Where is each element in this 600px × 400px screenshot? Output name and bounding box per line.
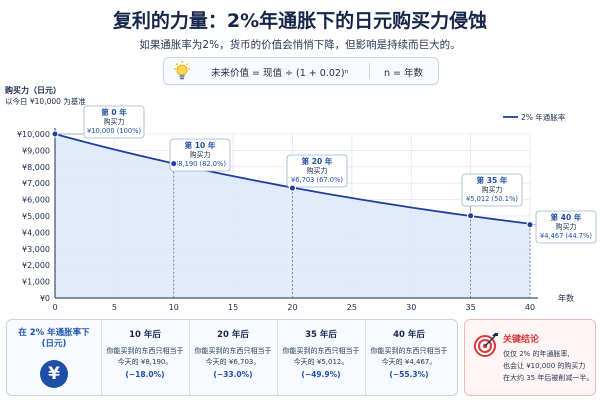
annotation-box	[286, 154, 348, 188]
summary-col-head: 20 年后	[217, 330, 249, 340]
annotation-head: 第 40 年	[551, 212, 582, 222]
x-tick-label: 15	[228, 303, 238, 312]
x-tick-label: 25	[347, 303, 357, 312]
summary-col: 20 年后你能买到的东西只相当于 今天的 ¥6,703。 (−33.0%)	[189, 320, 278, 395]
summary-col-pct: (−33.0%)	[213, 370, 253, 379]
x-tick-label: 0	[52, 303, 57, 312]
y-tick-label: ¥6,000	[22, 196, 50, 205]
summary-col: 10 年后你能买到的东西只相当于 今天的 ¥8,190。 (−18.0%)	[101, 320, 190, 395]
summary-col: 35 年后你能买到的东西只相当于 今天的 ¥5,012。 (−49.9%)	[277, 320, 366, 395]
annotation-head: 第 20 年	[302, 156, 333, 166]
yen-icon: ¥	[40, 360, 68, 388]
formula-text: 未来价值 = 现值 ÷ (1 + 0.02)ⁿ	[211, 68, 349, 79]
y-tick-label: ¥0	[40, 294, 50, 303]
annotation-label: 购买力	[104, 117, 125, 126]
conclusion-line-1: 仅仅 2% 的年通胀率,	[503, 350, 570, 358]
annotation-value: ¥10,000 (100%)	[87, 127, 142, 135]
annotation-label: 购买力	[556, 222, 577, 231]
y-tick-label: ¥9,000	[22, 146, 50, 155]
annotation-label: 购买力	[190, 150, 211, 159]
legend-label: 2% 年通胀率	[521, 112, 566, 122]
annotation-value: ¥4,467 (44.7%)	[540, 232, 592, 240]
summary-col-line-2: 今天的 ¥6,703。	[205, 358, 261, 366]
x-axis-label: 年数	[558, 293, 574, 303]
annotation-box	[83, 105, 145, 139]
summary-col-line-1: 你能买到的东西只相当于	[106, 347, 184, 355]
data-point	[51, 130, 59, 138]
data-point	[526, 221, 534, 229]
conclusion-line-2: 也会让 ¥10,000 的购买力	[503, 362, 586, 370]
x-tick-label: 10	[169, 303, 179, 312]
data-point	[170, 160, 178, 168]
summary-col-line-1: 你能买到的东西只相当于	[370, 347, 448, 355]
formula-n-label: n = 年数	[384, 68, 424, 79]
y-axis-label: 购买力（日元）	[5, 85, 61, 95]
summary-col-head: 35 年后	[305, 330, 337, 340]
y-tick-label: ¥8,000	[22, 163, 50, 172]
summary-col: 40 年后你能买到的东西只相当于 今天的 ¥4,467。 (−55.3%)	[365, 320, 453, 395]
annotation-box	[461, 173, 523, 207]
summary-panel: 在 2% 年通胀率下 (日元) ¥ 10 年后 你能买到的东西只相当于 今天的 ¥8,…	[6, 319, 458, 396]
y-tick-label: ¥10,000	[17, 130, 50, 139]
annotation-head: 第 0 年	[101, 107, 127, 117]
annotation-head: 第 35 年	[477, 175, 508, 185]
data-point	[289, 184, 296, 192]
summary-col-head: 10 年后	[129, 330, 161, 340]
target-icon	[474, 333, 498, 357]
formula-divider	[369, 63, 370, 79]
summary-col-pct: (−49.9%)	[301, 370, 341, 379]
y-axis-sublabel: 以今日 ¥10,000 为基准	[5, 96, 86, 106]
summary-col-pct: (−18.0%)	[125, 370, 165, 379]
annotation-value: ¥6,703 (67.0%)	[291, 176, 343, 184]
page-subtitle: 如果通胀率为2%，货币的价值会悄悄下降，但影响是持续而巨大的。	[139, 39, 461, 51]
summary-col-line-1: 你能买到的东西只相当于	[194, 347, 272, 355]
x-tick-label: 30	[406, 303, 416, 312]
y-tick-label: ¥4,000	[22, 228, 50, 237]
annotation-label: 购买力	[307, 166, 328, 175]
annotation-value: ¥5,012 (50.1%)	[466, 195, 518, 203]
lightbulb-icon	[174, 61, 190, 80]
x-tick-label: 40	[525, 303, 535, 312]
x-tick-label: 20	[287, 303, 297, 312]
annotation-head: 第 10 年	[185, 140, 216, 150]
x-tick-label: 35	[466, 303, 476, 312]
y-tick-label: ¥7,000	[22, 179, 50, 188]
summary-col-line-2: 今天的 ¥8,190。	[117, 358, 173, 366]
summary-col-head: 40 年后	[393, 330, 425, 340]
data-point	[467, 212, 475, 220]
annotation-box	[169, 138, 231, 172]
summary-label-cell: 在 2% 年通胀率下 (日元) ¥	[7, 320, 102, 395]
annotation-box	[535, 210, 597, 244]
summary-col-line-1: 你能买到的东西只相当于	[282, 347, 360, 355]
y-tick-label: ¥2,000	[22, 261, 50, 270]
summary-col-line-2: 今天的 ¥4,467。	[381, 358, 437, 366]
conclusion-head: 关键结论	[503, 335, 540, 345]
summary-col-pct: (−55.3%)	[389, 370, 429, 379]
summary-col-line-2: 今天的 ¥5,012。	[293, 358, 349, 366]
y-tick-label: ¥1,000	[22, 278, 50, 287]
conclusion-panel: 关键结论 仅仅 2% 的年通胀率, 也会让 ¥10,000 的购买力 在大约 3…	[464, 319, 596, 396]
x-tick-label: 5	[112, 303, 117, 312]
annotation-value: ¥8,190 (82.0%)	[174, 160, 226, 168]
y-tick-label: ¥3,000	[22, 245, 50, 254]
annotation-label: 购买力	[482, 185, 503, 194]
formula-box: 未来价值 = 现值 ÷ (1 + 0.02)ⁿ n = 年数	[163, 57, 439, 85]
y-tick-label: ¥5,000	[22, 212, 50, 221]
summary-label: 在 2% 年通胀率下 (日元)	[18, 328, 90, 349]
page-title: 复利的力量：2%年通胀下的日元购买力侵蚀	[112, 10, 488, 32]
conclusion-line-3: 在大约 35 年后被削减一半。	[503, 374, 594, 382]
